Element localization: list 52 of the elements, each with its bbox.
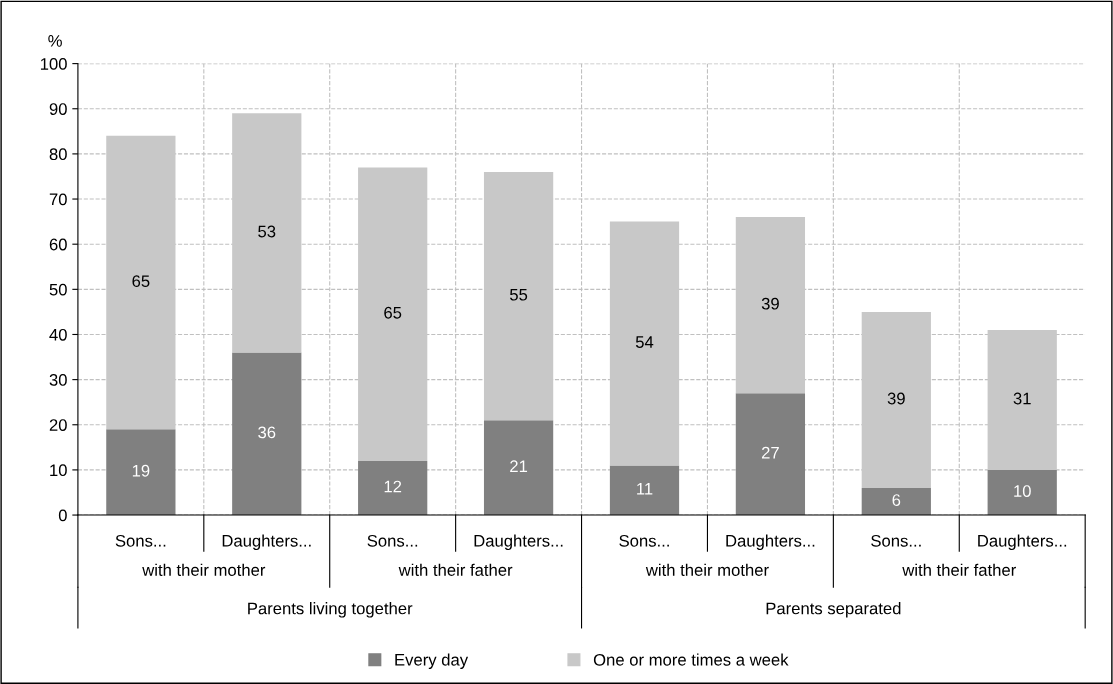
y-tick-label: 100 (40, 58, 67, 70)
bar (106, 429, 176, 516)
text: with their father (398, 563, 513, 576)
x-tick-label: Daughters... (726, 534, 815, 551)
text: with their mother (645, 563, 769, 576)
x-tick-label: Daughters... (474, 534, 563, 551)
y-tick-label: 10 (50, 464, 67, 477)
y-tick-label: 80 (49, 148, 67, 161)
bar (232, 352, 302, 516)
data-label: 31 (1013, 392, 1031, 405)
bar (861, 487, 931, 516)
text: Parents separated (766, 602, 901, 618)
y-tick-label: 60 (49, 238, 67, 251)
text: with their mother (142, 563, 266, 576)
x-tick-label: Sons... (871, 534, 921, 547)
data-label: 21 (510, 460, 528, 472)
data-label: 12 (384, 480, 402, 493)
data-label: 54 (635, 336, 654, 348)
data-label: 6 (892, 494, 901, 506)
data-label: 53 (258, 225, 276, 238)
text: Parents living together (248, 602, 413, 618)
text: with their father (902, 563, 1016, 576)
data-label: 10 (1014, 485, 1031, 497)
x-tick-label: Sons... (367, 534, 418, 547)
bar (987, 469, 1057, 516)
y-axis-title: % (48, 35, 62, 47)
data-label: 39 (887, 392, 905, 405)
data-label: 65 (132, 275, 150, 288)
bar (483, 420, 554, 516)
bar (609, 465, 680, 516)
y-tick-label: 50 (49, 283, 67, 296)
x-tick-label: Sons... (115, 534, 166, 547)
x-tick-label: Daughters... (222, 534, 311, 551)
data-label: 19 (132, 464, 150, 477)
y-tick-label: 20 (49, 419, 67, 431)
data-label: 39 (761, 297, 779, 310)
y-tick-label: 90 (49, 103, 67, 115)
legend-label: One or more times a week (593, 653, 789, 666)
y-tick-label: 30 (49, 374, 67, 386)
x-tick-label: Daughters... (978, 534, 1067, 551)
y-tick-label: 0 (58, 509, 67, 522)
bar (735, 393, 806, 516)
data-label: 27 (761, 446, 779, 459)
data-label: 36 (258, 426, 276, 439)
data-label: 11 (637, 483, 653, 495)
legend-label: Every day (395, 653, 469, 669)
y-tick-label: 70 (49, 193, 67, 206)
data-label: 65 (384, 306, 402, 319)
data-label: 55 (509, 288, 528, 301)
bar (358, 460, 428, 516)
x-tick-label: Sons... (619, 534, 669, 547)
y-tick-label: 40 (49, 328, 67, 341)
